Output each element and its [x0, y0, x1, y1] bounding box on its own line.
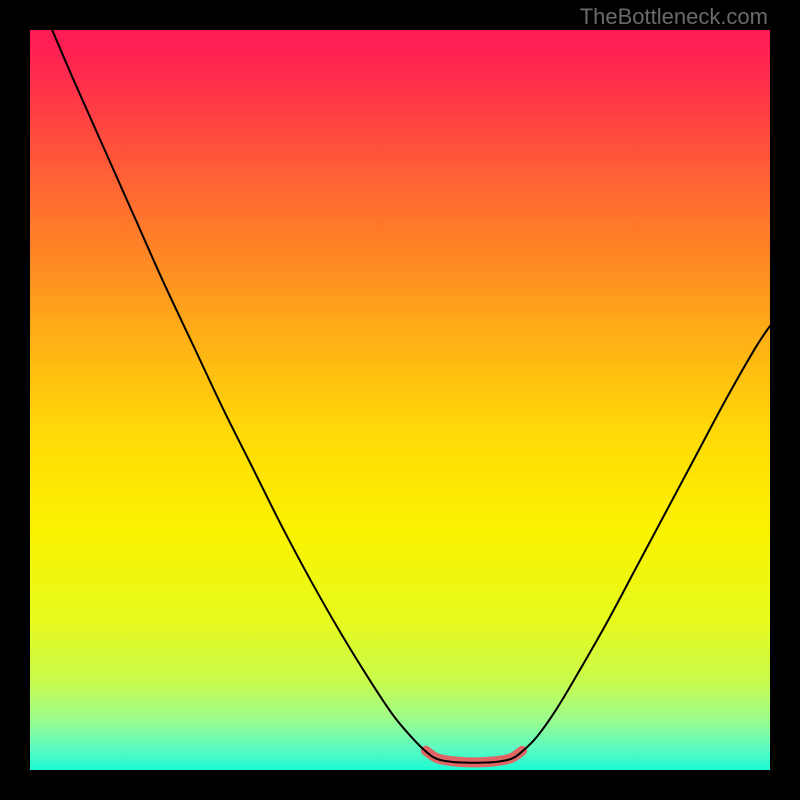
- watermark-text: TheBottleneck.com: [580, 4, 768, 30]
- gradient-background: [30, 30, 770, 770]
- plot-area: [30, 30, 770, 770]
- chart-frame: TheBottleneck.com: [0, 0, 800, 800]
- plot-svg: [30, 30, 770, 770]
